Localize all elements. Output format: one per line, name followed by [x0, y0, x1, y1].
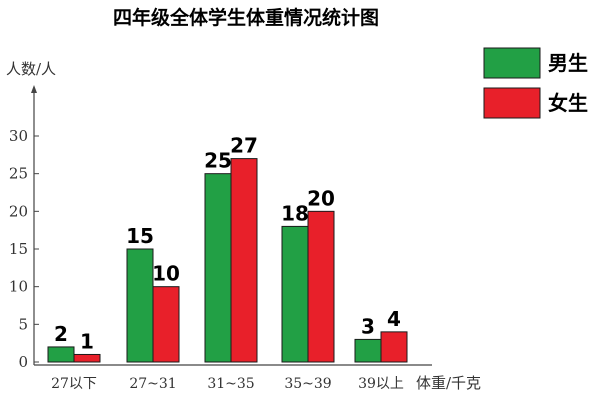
x-category-label: 27以下 [51, 376, 97, 392]
data-label-male-2: 15 [126, 224, 154, 248]
x-category-label: 31~35 [207, 376, 254, 392]
axes [31, 85, 432, 366]
bar-female-5 [380, 331, 408, 363]
y-tick-label: 0 [18, 353, 28, 371]
y-tick-label: 25 [9, 165, 28, 183]
y-tick-label: 30 [9, 127, 28, 145]
legend-swatch-male [483, 47, 541, 79]
data-label-male-3: 25 [204, 149, 232, 173]
y-axis-arrow [31, 85, 37, 93]
x-categories: 27以下 27~31 31~35 35~39 39以上 [51, 376, 404, 392]
x-category-label: 35~39 [284, 376, 331, 392]
bar-male-3 [204, 173, 232, 363]
bar-female-2 [152, 286, 180, 363]
bar-male-4 [281, 225, 309, 363]
bar-female-3 [230, 158, 258, 363]
data-label-female-1: 1 [80, 329, 94, 353]
data-label-female-4: 20 [307, 186, 335, 210]
data-label-male-5: 3 [361, 314, 375, 338]
y-tick-label: 10 [9, 278, 28, 296]
legend-label-male: 男生 [548, 51, 588, 75]
legend-label-female: 女生 [548, 91, 588, 115]
bar-female-1 [73, 353, 101, 363]
legend-swatch-female [483, 87, 541, 119]
bar-male-2 [126, 248, 154, 363]
bar-male-5 [354, 338, 382, 363]
data-label-male-4: 18 [281, 201, 309, 225]
bars [47, 158, 408, 363]
chart-title: 四年级全体学生体重情况统计图 [113, 6, 379, 29]
data-label-female-2: 10 [152, 262, 180, 286]
data-label-male-1: 2 [54, 322, 68, 346]
data-label-female-3: 27 [230, 134, 258, 158]
data-label-female-5: 4 [387, 307, 401, 331]
bar-female-4 [307, 210, 335, 363]
x-category-label: 39以上 [358, 376, 404, 392]
x-category-label: 27~31 [129, 376, 176, 392]
bar-male-1 [47, 346, 75, 363]
y-tick-label: 20 [9, 202, 28, 220]
y-tick-label: 5 [18, 315, 28, 333]
y-axis-title: 人数/人 [6, 60, 56, 78]
y-ticks: 0 5 10 15 20 25 30 [9, 127, 39, 371]
y-tick-label: 15 [9, 240, 28, 258]
data-labels: 2 15 25 18 3 1 10 27 20 4 [54, 134, 401, 354]
x-axis-title: 体重/千克 [416, 374, 481, 392]
